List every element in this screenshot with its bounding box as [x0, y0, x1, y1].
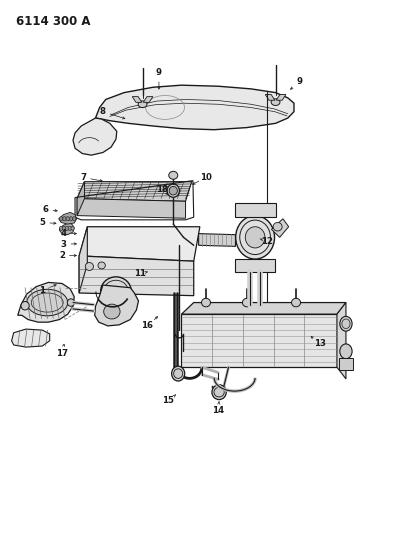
Ellipse shape — [98, 262, 105, 269]
Ellipse shape — [169, 187, 177, 195]
Text: 10: 10 — [200, 173, 212, 182]
Text: 5: 5 — [40, 218, 45, 227]
Ellipse shape — [292, 298, 300, 307]
Ellipse shape — [271, 99, 280, 106]
Text: 9: 9 — [156, 68, 162, 77]
Polygon shape — [95, 285, 138, 326]
Polygon shape — [132, 96, 142, 102]
Ellipse shape — [172, 366, 185, 381]
Text: 7: 7 — [80, 173, 86, 182]
Ellipse shape — [236, 216, 274, 259]
Polygon shape — [73, 118, 117, 155]
Ellipse shape — [65, 226, 68, 230]
Ellipse shape — [340, 317, 352, 331]
Text: 13: 13 — [314, 339, 326, 348]
Polygon shape — [79, 256, 194, 296]
Text: 18: 18 — [156, 184, 168, 193]
Polygon shape — [79, 227, 200, 261]
Ellipse shape — [59, 226, 63, 230]
Polygon shape — [96, 85, 294, 130]
Polygon shape — [199, 233, 236, 246]
Ellipse shape — [242, 298, 251, 307]
Text: 4: 4 — [61, 229, 67, 238]
Ellipse shape — [71, 226, 74, 230]
Ellipse shape — [67, 299, 75, 306]
Ellipse shape — [101, 277, 131, 306]
Ellipse shape — [201, 298, 211, 307]
Polygon shape — [236, 259, 275, 272]
Polygon shape — [143, 96, 153, 102]
Text: 16: 16 — [141, 321, 154, 330]
Polygon shape — [77, 182, 192, 201]
Text: 6114 300 A: 6114 300 A — [16, 14, 90, 28]
Ellipse shape — [73, 216, 76, 221]
Ellipse shape — [340, 344, 352, 359]
Ellipse shape — [27, 289, 68, 316]
Polygon shape — [79, 227, 87, 293]
Polygon shape — [77, 182, 84, 216]
Polygon shape — [337, 303, 346, 379]
Polygon shape — [265, 94, 275, 100]
Polygon shape — [339, 358, 353, 370]
Ellipse shape — [245, 227, 265, 248]
Text: 8: 8 — [100, 107, 106, 116]
Text: 11: 11 — [134, 269, 146, 278]
Polygon shape — [181, 314, 337, 367]
Polygon shape — [276, 94, 286, 100]
Ellipse shape — [59, 216, 63, 221]
Polygon shape — [18, 282, 74, 322]
Ellipse shape — [106, 284, 130, 305]
Ellipse shape — [273, 222, 282, 231]
Polygon shape — [272, 219, 289, 237]
Polygon shape — [59, 213, 77, 224]
Ellipse shape — [85, 263, 94, 270]
Ellipse shape — [69, 216, 73, 221]
Ellipse shape — [104, 304, 120, 319]
Ellipse shape — [66, 216, 69, 221]
Text: 9: 9 — [296, 77, 302, 86]
Text: 6: 6 — [42, 205, 49, 214]
Text: 12: 12 — [261, 237, 274, 246]
Ellipse shape — [62, 226, 66, 230]
Text: 15: 15 — [162, 396, 174, 405]
Ellipse shape — [63, 216, 66, 221]
Ellipse shape — [138, 101, 147, 108]
Ellipse shape — [68, 226, 71, 230]
Ellipse shape — [21, 302, 29, 310]
Polygon shape — [12, 329, 50, 347]
Text: 14: 14 — [212, 406, 225, 415]
Polygon shape — [59, 223, 74, 235]
Ellipse shape — [169, 171, 178, 179]
Text: 3: 3 — [61, 240, 67, 249]
Ellipse shape — [167, 184, 179, 197]
Text: 2: 2 — [59, 252, 65, 261]
Polygon shape — [235, 203, 276, 217]
Polygon shape — [181, 303, 346, 314]
Polygon shape — [77, 199, 185, 218]
Text: 1: 1 — [39, 286, 45, 295]
Text: 17: 17 — [56, 350, 68, 359]
Ellipse shape — [212, 385, 226, 400]
